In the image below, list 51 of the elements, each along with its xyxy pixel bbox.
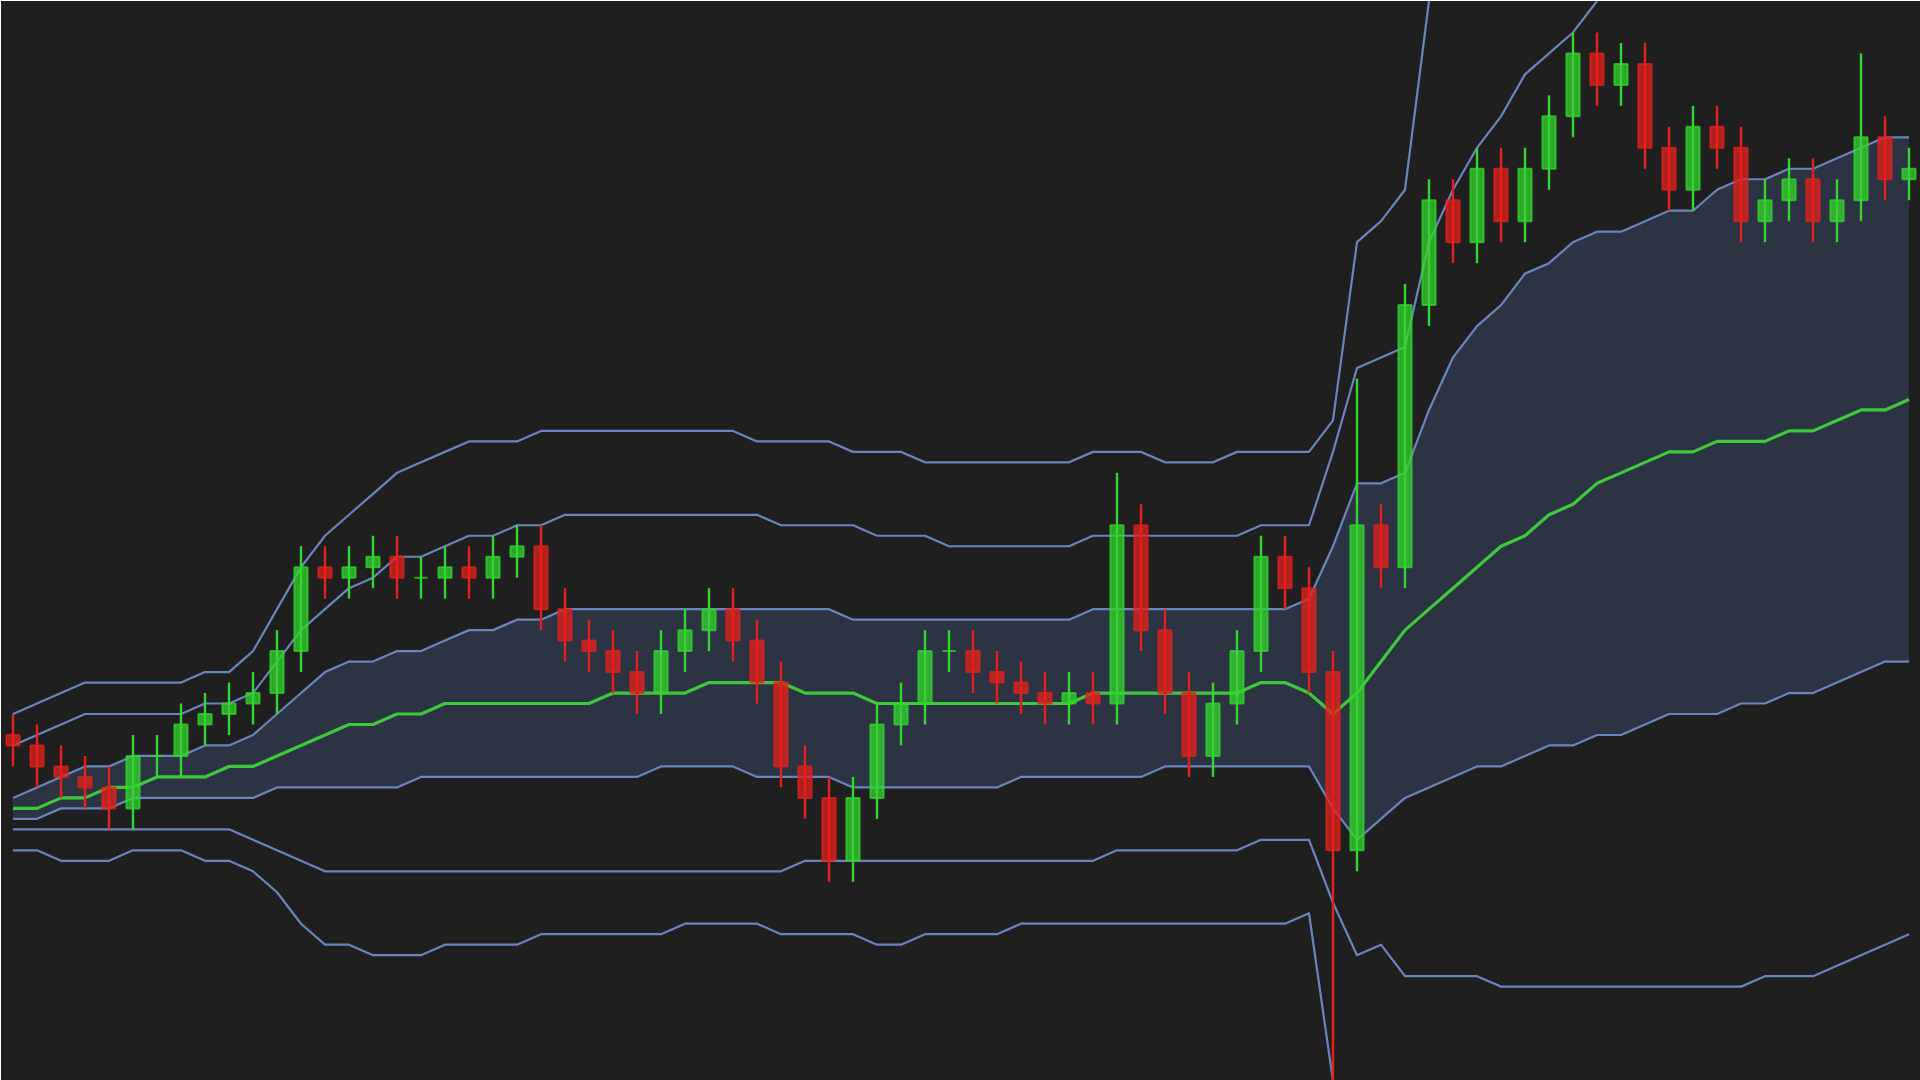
candlestick	[341, 545, 357, 600]
candlestick	[1805, 157, 1821, 244]
candlestick	[365, 534, 381, 590]
candlestick	[197, 691, 213, 747]
candlestick	[1277, 534, 1293, 611]
candlestick	[1829, 178, 1845, 244]
candlestick	[1445, 178, 1461, 265]
candlestick	[749, 618, 765, 705]
candlestick	[965, 628, 981, 695]
candlestick	[245, 670, 261, 726]
candlestick	[461, 545, 477, 600]
candlestick	[389, 534, 405, 600]
candlestick	[653, 628, 669, 716]
candlestick	[1661, 125, 1677, 212]
candlestick	[149, 733, 165, 779]
candlestick	[941, 628, 957, 674]
candlestick	[485, 534, 501, 600]
candlestick	[605, 628, 621, 695]
candlestick	[1085, 670, 1101, 726]
candlestick	[1781, 157, 1797, 223]
candlestick	[437, 545, 453, 600]
candlestick	[677, 607, 693, 674]
candlestick	[77, 754, 93, 810]
candlestick	[1013, 660, 1029, 716]
candlestick	[269, 628, 285, 716]
candlestick	[1901, 146, 1917, 202]
candlestick	[629, 649, 645, 716]
candlestick	[5, 712, 21, 768]
candlestick	[1373, 503, 1389, 590]
candlestick	[29, 723, 45, 789]
candlestick	[1589, 31, 1605, 108]
candlestick	[1061, 670, 1077, 726]
candlestick	[1709, 104, 1725, 170]
candlestick	[509, 524, 525, 579]
candlestick	[413, 555, 429, 600]
candlestick	[1037, 670, 1053, 726]
candlestick	[173, 702, 189, 779]
candlestick	[221, 681, 237, 737]
candlestick	[581, 618, 597, 674]
candlestick	[53, 744, 69, 800]
candlestick	[1757, 178, 1773, 244]
candlestick	[557, 586, 573, 663]
candlestick	[317, 545, 333, 600]
candlestick	[725, 586, 741, 663]
candlestick	[701, 586, 717, 653]
candlestick	[1613, 41, 1629, 108]
candlestick	[989, 649, 1005, 705]
candlestick	[797, 744, 813, 821]
candlestick	[1877, 115, 1893, 202]
candlestick	[893, 681, 909, 747]
candlestick	[101, 765, 117, 831]
